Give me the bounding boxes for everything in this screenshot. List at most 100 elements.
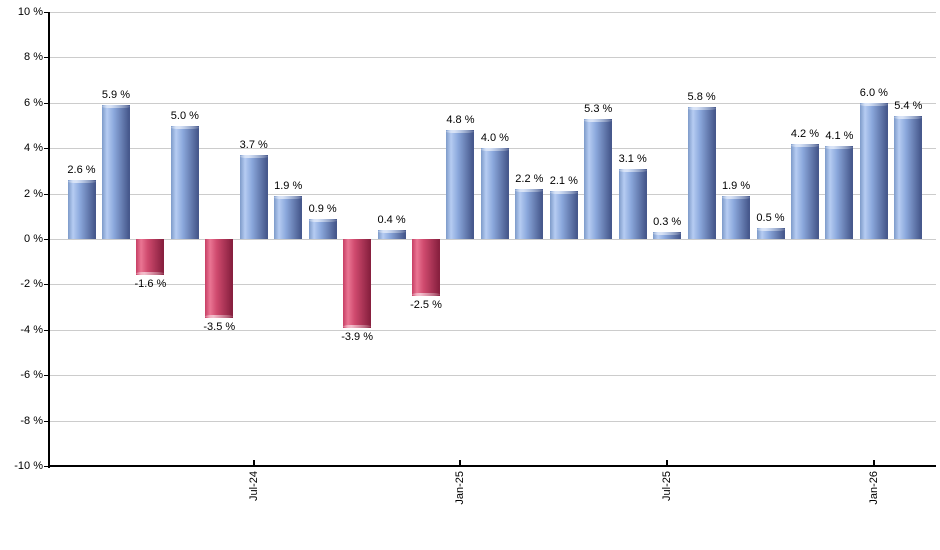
bar-positive [101,105,130,239]
x-axis-tick-mark [666,460,669,465]
y-axis-tick-label: 4 % [24,142,43,155]
bar-cap [722,195,751,199]
bar-positive [687,107,716,239]
bar-positive [549,191,578,239]
y-axis-tick-label: -2 % [20,278,43,291]
bar-positive [239,155,268,239]
x-axis-tick-mark [459,460,462,465]
gridline [50,284,936,286]
bar-positive [790,143,819,239]
bar-value-label: 1.9 % [274,179,303,192]
gridline [50,102,936,104]
gridline [50,239,936,240]
gridline [50,57,936,59]
bar-negative [412,239,440,296]
y-axis-tick-mark [44,148,49,150]
y-axis-tick-mark [44,329,49,331]
bar-cap [825,145,854,149]
bar-value-label: 3.7 % [239,139,268,151]
y-axis-tick-label: -6 % [20,369,43,382]
gridline [50,329,936,331]
bar-value-label: 0.4 % [377,213,406,226]
x-axis-line [48,465,936,467]
bar-value-label: 2.1 % [549,175,578,188]
bar-positive [618,168,647,239]
bar-cap [136,272,165,276]
bar-value-label: 6.0 % [859,86,888,99]
bar-positive [480,148,509,239]
bar-value-label: -3.9 % [341,330,373,343]
bar-positive [377,229,406,239]
bar-value-label: 2.6 % [67,163,96,176]
bar-cap [205,315,234,319]
gridline [50,375,936,377]
bar-positive [170,125,199,239]
y-axis-tick-label: 6 % [24,96,43,109]
bar-value-label: 5.9 % [101,89,130,102]
y-axis-line [48,12,50,468]
bar-cap [343,324,372,328]
bar-positive [859,102,888,239]
bar-positive [584,118,613,239]
y-axis-tick-label: 0 % [24,233,43,245]
bar-cap [239,155,268,158]
bar-positive [308,218,337,239]
bar-positive [515,189,544,239]
y-axis-tick-mark [44,284,49,286]
bar-value-label: 4.2 % [790,127,819,140]
bar-cap [412,292,440,296]
y-axis-tick-mark [44,375,49,377]
bar-positive [446,130,475,239]
bar-positive [894,116,923,239]
y-axis-tick-mark [44,466,49,467]
bar-value-label: -3.5 % [203,321,236,334]
y-axis-tick-mark [44,420,49,422]
bar-cap [515,189,544,193]
bar-value-label: 5.4 % [894,100,923,113]
bar-value-label: 0.3 % [653,216,682,229]
bar-cap [687,107,716,111]
bar-cap [790,143,819,147]
bar-positive [67,179,96,239]
x-axis-tick-label: Jan-26 [867,471,880,505]
y-axis-tick-label: 10 % [17,6,43,18]
y-axis-tick-label: -10 % [14,460,43,472]
bar-cap [584,118,613,122]
bar-cap [377,229,406,233]
y-axis-tick-mark [44,57,49,59]
bar-cap [859,102,888,106]
bar-cap [653,232,682,236]
bar-value-label: -2.5 % [410,298,442,311]
bar-negative [136,239,165,276]
y-axis-tick-label: 2 % [24,187,43,200]
bar-cap [894,116,923,120]
x-axis-tick-label: Jul-25 [661,471,674,501]
y-axis-tick-mark [44,239,49,240]
bar-positive [756,227,785,239]
bar-value-label: 0.5 % [756,211,785,224]
bar-cap [549,191,578,195]
bar-cap [308,218,337,222]
y-axis-tick-mark [44,102,49,104]
x-axis-tick-label: Jan-25 [454,471,467,505]
gridline [50,12,936,13]
bar-cap [170,125,199,129]
y-axis-tick-mark [44,193,49,195]
bar-value-label: 0.9 % [308,202,337,215]
bar-negative [343,239,372,328]
bar-value-label: 5.0 % [170,109,199,122]
bar-positive [653,232,682,239]
x-axis-tick-label: Jul-24 [247,471,260,501]
bar-value-label: 4.8 % [446,114,475,127]
bar-cap [618,168,647,172]
y-axis-tick-label: -4 % [20,323,43,336]
x-axis-tick-mark [252,460,255,465]
x-axis-tick-mark [872,460,875,465]
bar-value-label: 2.2 % [515,173,544,186]
bar-value-label: 5.3 % [584,102,613,115]
bar-value-label: 4.1 % [825,129,854,142]
gridline [50,420,936,422]
bar-negative [205,239,234,319]
